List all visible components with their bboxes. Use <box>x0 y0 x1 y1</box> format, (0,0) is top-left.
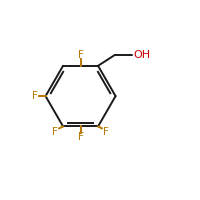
Text: F: F <box>103 127 109 137</box>
Text: OH: OH <box>134 50 151 60</box>
Text: F: F <box>52 127 58 137</box>
Text: F: F <box>78 50 83 60</box>
Text: F: F <box>78 132 83 142</box>
Text: F: F <box>32 91 38 101</box>
